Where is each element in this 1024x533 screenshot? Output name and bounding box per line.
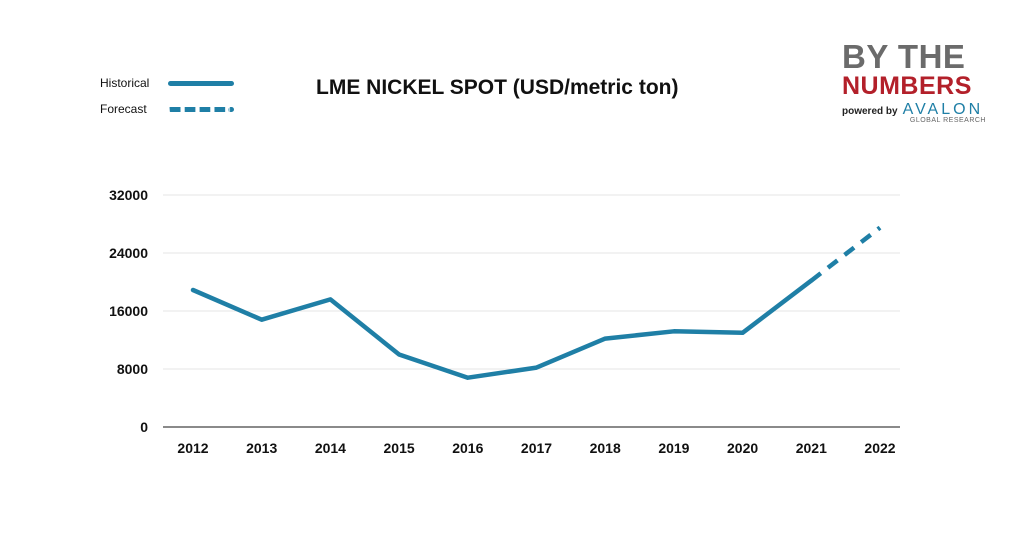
x-tick-label: 2018 bbox=[590, 440, 621, 456]
x-tick-label: 2022 bbox=[864, 440, 895, 456]
gridlines bbox=[163, 194, 900, 428]
brand-line1: BY THE bbox=[842, 38, 966, 75]
y-tick-label: 8000 bbox=[117, 361, 148, 377]
x-tick-label: 2012 bbox=[177, 440, 208, 456]
y-axis-ticks: 0 8000 16000 24000 32000 bbox=[109, 187, 148, 435]
x-tick-label: 2017 bbox=[521, 440, 552, 456]
x-tick-label: 2021 bbox=[796, 440, 827, 456]
x-tick-label: 2013 bbox=[246, 440, 277, 456]
legend-swatch-solid bbox=[168, 80, 234, 86]
legend-item-forecast: Forecast bbox=[100, 96, 234, 122]
brand-powered-row: powered by AVALON bbox=[842, 101, 992, 119]
series-line-forecast bbox=[809, 225, 882, 283]
y-tick-label: 0 bbox=[140, 419, 148, 435]
x-axis-ticks: 2012 2013 2014 2015 2016 2017 2018 2019 2020 2021… bbox=[177, 440, 895, 456]
x-tick-label: 2016 bbox=[452, 440, 483, 456]
legend-item-historical: Historical bbox=[100, 70, 234, 96]
series-lines bbox=[190, 225, 882, 380]
x-tick-label: 2014 bbox=[315, 440, 346, 456]
brand-global: GLOBAL RESEARCH bbox=[909, 117, 986, 124]
legend-swatch-dashed bbox=[168, 106, 234, 112]
brand-powered: powered by bbox=[842, 106, 898, 117]
brand-logo: BY THE NUMBERS powered by AVALON GLOBAL … bbox=[842, 38, 992, 124]
legend-label-forecast: Forecast bbox=[100, 102, 147, 116]
x-tick-label: 2019 bbox=[658, 440, 689, 456]
brand-avalon: AVALON bbox=[902, 101, 984, 118]
x-tick-label: 2020 bbox=[727, 440, 758, 456]
chart-title: LME NICKEL SPOT (USD/metric ton) bbox=[316, 76, 679, 99]
y-tick-label: 16000 bbox=[109, 303, 148, 319]
legend: Historical Forecast bbox=[100, 70, 234, 122]
series-line-historical bbox=[190, 278, 814, 380]
x-tick-label: 2015 bbox=[384, 440, 415, 456]
legend-label-historical: Historical bbox=[100, 76, 150, 90]
y-tick-label: 24000 bbox=[109, 245, 148, 261]
brand-line2: NUMBERS bbox=[842, 72, 972, 100]
y-tick-label: 32000 bbox=[109, 187, 148, 203]
